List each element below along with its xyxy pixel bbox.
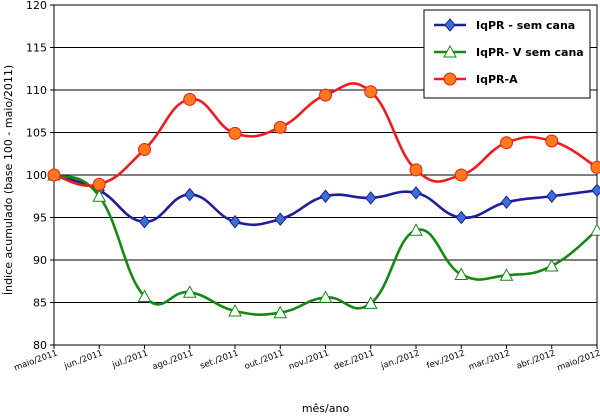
data-point [273,305,288,319]
series-1 [48,168,600,229]
x-tick-label: set./2011 [199,348,240,371]
y-tick-label: 105 [26,127,47,140]
data-point [546,189,558,204]
y-tick-label: 95 [33,212,47,225]
y-tick-label: 85 [33,297,47,310]
x-tick-label: jan./2012 [379,348,421,371]
x-tick-label: mar./2012 [467,348,511,372]
data-point [590,223,600,236]
x-tick-label: fev./2012 [425,348,466,371]
legend-label: IqPR- V sem cana [476,46,584,59]
x-tick-label: jun./2011 [62,348,104,372]
data-point [363,296,378,309]
y-axis: 80 85 90 95 100 105 110 115 120 [26,0,54,352]
data-point [228,126,242,140]
y-tick-label: 80 [33,339,47,352]
data-point [47,168,61,182]
data-point [364,85,378,99]
data-point [444,18,456,32]
data-point [92,189,107,202]
data-point [138,214,151,229]
data-point [410,186,422,200]
x-tick-label: nov./2011 [287,348,330,372]
data-point [455,210,467,225]
data-point [544,258,559,272]
legend-label: IqPR-A [476,73,518,86]
data-point [590,160,600,174]
legend: IqPR - sem cana IqPR- V sem cana IqPR-A [423,9,591,99]
data-point [500,195,513,209]
data-point [318,290,333,303]
data-point [500,136,513,150]
data-point [92,177,106,191]
data-point [319,88,332,102]
x-axis-label: mês/ano [302,402,350,415]
x-tick-label: abr./2012 [515,348,557,371]
y-tick-label: 100 [26,169,47,182]
y-tick-label: 115 [26,42,47,55]
y-tick-label: 120 [26,0,47,12]
data-point [229,214,241,229]
data-point [545,134,559,148]
data-point [499,268,514,281]
data-point [273,120,287,134]
data-point [137,289,152,303]
y-tick-label: 90 [33,254,47,267]
x-axis: maio/2011 jun./2011 jul./2011 ago./2011 set.… [13,345,600,373]
data-point [443,44,457,58]
data-point [454,168,468,182]
legend-label: IqPR - sem cana [476,19,575,32]
data-point [228,303,242,317]
data-point [409,223,423,236]
x-tick-label: ago./2011 [151,348,195,372]
series-3 [47,82,600,191]
x-tick-label: jul./2011 [110,348,149,371]
data-point [184,187,196,202]
data-point [183,92,197,106]
x-tick-label: maio/2011 [13,348,59,373]
data-point [274,212,286,226]
y-axis-label: Índice acumulado (base 100 - maio/2011) [2,65,15,295]
data-point [454,267,469,280]
data-point [319,189,332,204]
x-tick-label: dez./2011 [333,348,376,372]
x-tick-label: maio/2012 [556,348,600,373]
data-point [443,72,457,86]
y-tick-label: 110 [26,84,47,97]
data-point [182,285,197,298]
data-point [138,143,151,156]
data-point [365,191,377,205]
data-point [591,183,600,198]
x-tick-label: out./2011 [243,348,285,371]
series-group [47,82,600,319]
data-point [409,163,423,177]
